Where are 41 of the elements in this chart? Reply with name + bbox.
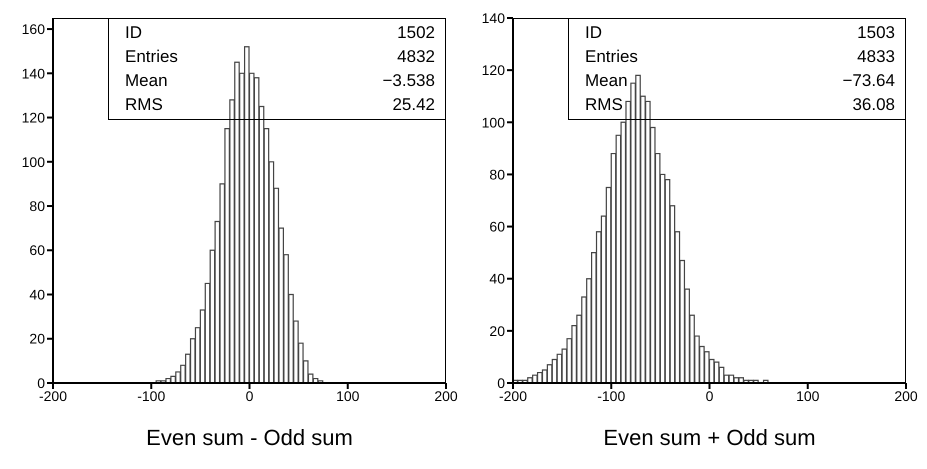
annotation: Entries (125, 46, 178, 68)
y-tick-label: 140 (22, 65, 46, 82)
y-tick-label: 40 (489, 270, 506, 287)
x-axis-title: Even sum + Odd sum (602, 425, 817, 451)
x-tick-label: 200 (434, 388, 458, 404)
annotation: RMS (125, 94, 163, 116)
x-tick-label: 100 (336, 388, 360, 404)
annotation: Mean (125, 70, 168, 92)
annotation: 4833 (857, 46, 895, 68)
x-axis-title: Even sum - Odd sum (145, 425, 354, 451)
annotation: 36.08 (852, 94, 895, 116)
annotation: ID (125, 22, 142, 44)
x-tick-label: 200 (894, 388, 918, 404)
y-tick-label: 60 (489, 218, 506, 235)
annotation: 1502 (397, 22, 435, 44)
x-tick-label: 100 (796, 388, 820, 404)
y-tick-label: 140 (482, 10, 506, 26)
y-tick-label: 40 (29, 286, 46, 302)
y-tick-label: 120 (482, 62, 506, 78)
y-tick-label: 100 (22, 154, 46, 170)
annotation: 25.42 (392, 94, 435, 116)
annotation: −3.538 (382, 70, 435, 92)
y-tick-label: 80 (29, 198, 46, 214)
y-tick-label: 60 (29, 242, 46, 258)
annotation: −73.64 (842, 70, 895, 92)
y-tick-label: 160 (22, 21, 46, 38)
annotation: 1503 (857, 22, 895, 44)
annotation: RMS (585, 94, 623, 116)
annotation: Mean (585, 70, 628, 92)
y-tick-label: 120 (22, 110, 46, 126)
x-tick-label: -100 (137, 388, 166, 404)
y-tick-label: 20 (29, 330, 46, 347)
annotation: ID (585, 22, 602, 44)
y-tick-label: 80 (489, 166, 506, 182)
annotation: Entries (585, 46, 638, 68)
annotation: 4832 (397, 46, 435, 68)
y-tick-label: 100 (482, 114, 506, 130)
x-tick-label: 0 (246, 388, 254, 404)
y-tick-label: 20 (489, 322, 506, 339)
x-tick-label: -100 (597, 388, 626, 404)
x-tick-label: 0 (706, 388, 714, 404)
